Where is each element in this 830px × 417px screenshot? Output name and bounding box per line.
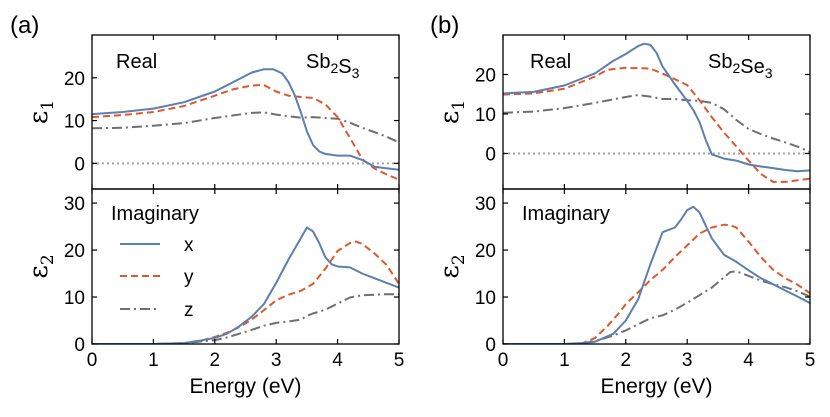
y-axis-label-symbol: ε <box>24 265 54 278</box>
series-x-line <box>503 42 810 173</box>
series-x-line <box>92 226 399 344</box>
legend-label-z: z <box>184 300 194 321</box>
series-y-line <box>503 66 810 183</box>
y-axis-label: ε2 <box>435 254 469 278</box>
imaginary-part-label: Imaginary <box>522 203 610 225</box>
y-tick-label: 20 <box>475 241 496 262</box>
compound-formula: Sb2Se3 <box>708 51 773 81</box>
axes-frame <box>91 188 400 345</box>
formula-subscript: 2 <box>732 60 740 76</box>
real-part-label: Real <box>116 51 157 73</box>
y-tick-label: 0 <box>485 335 496 356</box>
formula-subscript: 3 <box>765 65 773 81</box>
y-axis-label-symbol: ε <box>435 265 465 278</box>
y-axis-label-subscript: 1 <box>449 100 469 111</box>
x-tick-label: 5 <box>394 350 405 371</box>
series-y-line <box>92 240 399 344</box>
compound-formula: Sb2S3 <box>306 51 360 81</box>
y-tick-label: 10 <box>475 288 496 309</box>
x-tick-label: 3 <box>682 350 693 371</box>
y-axis-label-symbol: ε <box>435 111 465 124</box>
x-tick-label: 2 <box>210 350 221 371</box>
series-y-line <box>92 84 399 181</box>
y-axis-label: ε2 <box>24 254 58 278</box>
x-tick-label: 4 <box>332 350 343 371</box>
y-axis-label-subscript: 2 <box>38 254 58 265</box>
panel-label: (a) <box>10 12 39 39</box>
series-y-line <box>503 223 810 344</box>
y-tick-label: 0 <box>74 154 85 175</box>
y-axis-label-subscript: 1 <box>38 100 58 111</box>
x-tick-label: 3 <box>271 350 282 371</box>
legend-label-y: y <box>184 267 194 288</box>
series-x-line <box>92 68 399 171</box>
y-tick-label: 20 <box>475 65 496 86</box>
x-tick-label: 1 <box>559 350 570 371</box>
x-tick-label: 5 <box>805 350 816 371</box>
plot-a-real: 0 10 20 ε1 <box>24 34 400 190</box>
y-tick-label: 10 <box>64 288 85 309</box>
series-z-line <box>92 111 399 144</box>
x-tick-label: 0 <box>498 350 509 371</box>
x-tick-label: 4 <box>743 350 754 371</box>
y-axis-label-subscript: 2 <box>449 254 469 265</box>
series-z-line <box>92 293 399 344</box>
real-part-label: Real <box>530 51 571 73</box>
formula-subscript: 3 <box>352 65 360 81</box>
formula-element: Se <box>740 56 764 78</box>
y-tick-label: 0 <box>74 335 85 356</box>
panel-label: (b) <box>430 12 459 39</box>
series-z-line <box>503 94 810 153</box>
axes-frame <box>502 188 811 345</box>
y-tick-label: 10 <box>475 105 496 126</box>
series-x-line <box>503 205 810 344</box>
x-tick-label: 2 <box>621 350 632 371</box>
y-tick-label: 20 <box>64 69 85 90</box>
x-axis-label: Energy (eV) <box>600 375 712 398</box>
legend-label-x: x <box>184 235 194 256</box>
y-tick-label: 20 <box>64 241 85 262</box>
formula-subscript: 2 <box>330 60 338 76</box>
x-axis-label: Energy (eV) <box>189 375 301 398</box>
y-tick-label: 30 <box>64 194 85 215</box>
y-axis-label: ε1 <box>24 100 58 124</box>
x-tick-label: 1 <box>148 350 159 371</box>
y-axis-label-symbol: ε <box>24 111 54 124</box>
formula-element: Sb <box>306 51 330 73</box>
y-axis-label: ε1 <box>435 100 469 124</box>
imaginary-part-label: Imaginary <box>111 203 199 225</box>
series-z-line <box>503 270 810 344</box>
y-tick-label: 30 <box>475 194 496 215</box>
formula-element: Sb <box>708 51 732 73</box>
x-tick-label: 0 <box>87 350 98 371</box>
y-tick-label: 0 <box>485 144 496 165</box>
formula-element: S <box>338 56 351 78</box>
y-tick-label: 10 <box>64 112 85 133</box>
